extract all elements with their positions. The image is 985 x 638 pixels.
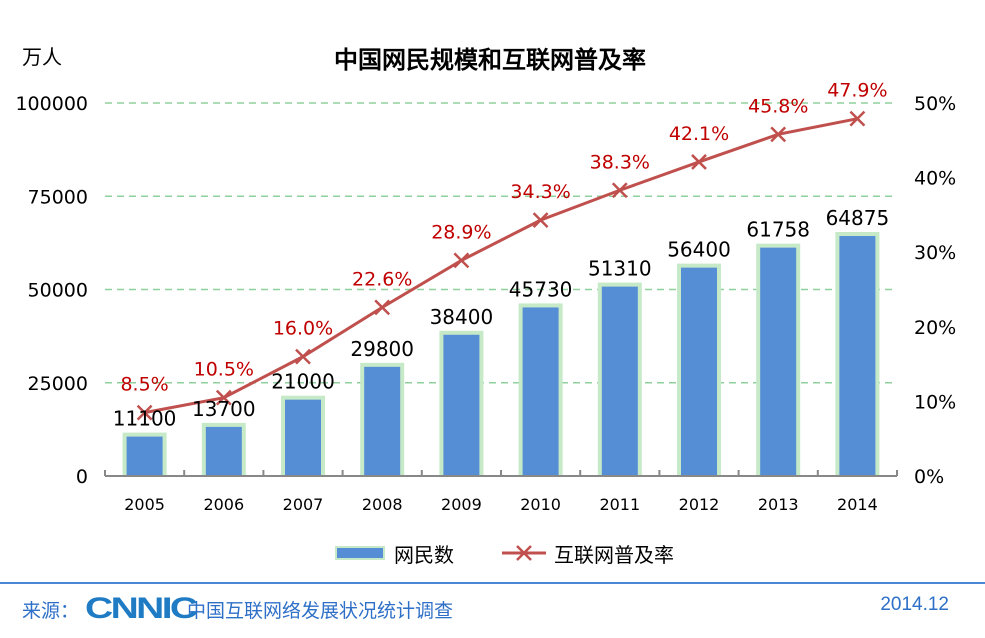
bar-data-label: 13700 — [192, 397, 256, 421]
x-tick-label: 2005 — [124, 495, 165, 514]
bar — [285, 399, 321, 476]
right-tick-label: 20% — [914, 317, 956, 339]
left-tick-label: 0 — [76, 466, 88, 488]
bar-data-label: 64875 — [826, 206, 890, 230]
line-data-label: 45.8% — [748, 95, 808, 117]
bar-data-label: 56400 — [667, 238, 731, 262]
bar-data-label: 21000 — [271, 370, 335, 394]
x-tick-label: 2010 — [520, 495, 561, 514]
bar — [126, 436, 163, 476]
line-data-label: 8.5% — [120, 374, 168, 396]
line-data-label: 38.3% — [590, 151, 650, 173]
legend-x-marker — [516, 545, 532, 561]
x-marker — [532, 212, 549, 229]
footer-date: 2014.12 — [880, 594, 949, 615]
line-data-label: 47.9% — [827, 80, 887, 102]
bar — [205, 426, 242, 476]
x-tick-label: 2007 — [283, 495, 324, 514]
left-tick-label: 75000 — [28, 186, 88, 208]
right-tick-label: 10% — [914, 391, 956, 413]
bar-data-label: 51310 — [588, 257, 652, 281]
bar — [522, 307, 559, 476]
x-tick-label: 2006 — [203, 495, 244, 514]
bar-data-label: 29800 — [350, 337, 414, 361]
right-tick-label: 0% — [914, 466, 944, 488]
source-text: 中国互联网络发展状况统计调查 — [187, 599, 454, 622]
bar-data-label: 11100 — [113, 407, 177, 431]
footer-divider — [0, 582, 985, 584]
line-data-label: 16.0% — [273, 318, 333, 340]
x-marker — [374, 299, 391, 316]
chart: 中国网民规模和互联网普及率 万人 0 25000 50000 75000 100000 0… — [15, 45, 956, 567]
x-marker — [453, 252, 470, 269]
left-tick-label: 25000 — [28, 373, 88, 395]
line-data-label: 22.6% — [352, 268, 412, 290]
bar — [364, 366, 401, 476]
right-tick-label: 40% — [914, 168, 956, 190]
x-tick-label: 2014 — [837, 495, 878, 514]
x-marker — [295, 348, 311, 365]
right-tick-label: 30% — [914, 242, 956, 264]
x-marker — [215, 389, 232, 406]
legend-label: 网民数 — [394, 543, 454, 567]
x-marker — [849, 110, 866, 127]
line-data-label: 28.9% — [431, 221, 491, 243]
legend-label: 互联网普及率 — [554, 543, 674, 567]
left-axis-unit: 万人 — [22, 45, 62, 69]
bar-data-label: 45730 — [509, 277, 573, 301]
footer-source: 来源： CNNIC 中国互联网络发展状况统计调查 — [22, 592, 453, 626]
bar — [681, 267, 717, 476]
bar — [601, 286, 638, 476]
x-marker — [611, 182, 628, 199]
line-data-label: 42.1% — [669, 123, 729, 145]
legend-bar-swatch-fill — [337, 548, 383, 558]
x-marker — [691, 154, 707, 170]
bar — [760, 247, 797, 476]
series-line — [144, 117, 858, 415]
line-data-label: 34.3% — [510, 181, 570, 203]
x-tick-label: 2012 — [679, 495, 720, 514]
chart-title: 中国网民规模和互联网普及率 — [334, 46, 646, 74]
x-tick-label: 2009 — [441, 495, 482, 514]
left-tick-label: 50000 — [28, 280, 88, 302]
x-tick-label: 2011 — [599, 495, 640, 514]
source-label: 来源： — [22, 599, 80, 622]
x-marker — [136, 404, 153, 421]
line-data-label: 10.5% — [194, 359, 254, 381]
left-tick-label: 100000 — [15, 93, 88, 115]
x-tick-label: 2013 — [758, 495, 799, 514]
bar — [443, 334, 480, 476]
cnnic-logo: CNNIC — [85, 592, 198, 625]
x-marker — [770, 126, 787, 143]
bar — [839, 236, 876, 476]
bar-data-label: 61758 — [746, 218, 810, 242]
x-tick-label: 2008 — [362, 495, 403, 514]
right-tick-label: 50% — [914, 93, 956, 115]
bar-data-label: 38400 — [430, 305, 494, 329]
